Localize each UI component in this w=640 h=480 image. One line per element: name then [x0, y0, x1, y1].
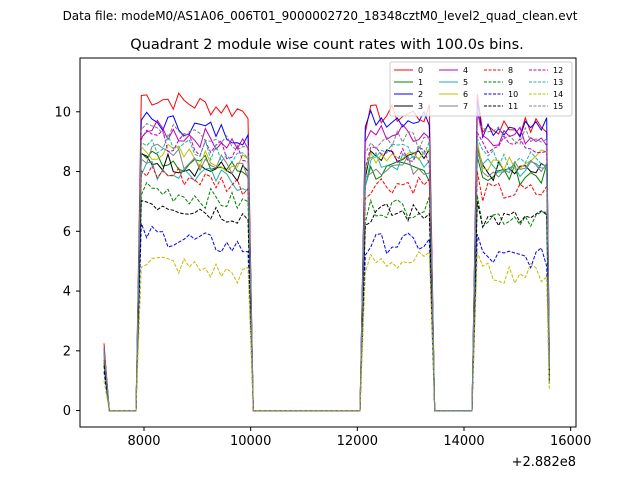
- series-line-7: [103, 143, 550, 412]
- series-line-8: [103, 164, 550, 412]
- legend-label: 11: [508, 102, 518, 111]
- legend-label: 7: [463, 102, 468, 111]
- legend-frame: [389, 61, 573, 117]
- y-tick-label: 4: [63, 285, 71, 300]
- series-line-1: [103, 150, 550, 412]
- series-line-6: [103, 141, 550, 412]
- legend-label: 13: [553, 78, 563, 87]
- series-layer: [103, 92, 550, 412]
- legend-label: 15: [553, 102, 563, 111]
- series-line-15: [103, 122, 550, 412]
- legend-label: 9: [508, 78, 513, 87]
- legend-label: 8: [508, 66, 513, 75]
- series-line-0: [103, 92, 550, 412]
- x-offset-label: +2.882e8: [512, 455, 576, 470]
- series-line-10: [103, 223, 550, 412]
- x-tick-label: 16000: [550, 434, 591, 449]
- series-line-3: [103, 147, 550, 412]
- x-tick-label: 8000: [127, 434, 160, 449]
- legend-label: 14: [553, 90, 563, 99]
- x-tick-label: 10000: [230, 434, 271, 449]
- x-tick-label: 14000: [443, 434, 484, 449]
- axis-ticks: 8000 10000 12000 14000 16000 0 2 4 6 8 10: [54, 105, 591, 449]
- y-tick-label: 10: [54, 105, 71, 120]
- legend-label: 5: [463, 78, 468, 87]
- y-tick-label: 0: [63, 404, 71, 419]
- y-tick-label: 2: [63, 344, 71, 359]
- legend-label: 2: [418, 90, 423, 99]
- y-tick-label: 8: [63, 165, 71, 180]
- x-tick-label: 12000: [337, 434, 378, 449]
- chart-title: Quadrant 2 module wise count rates with …: [130, 37, 524, 53]
- series-line-14: [103, 251, 550, 412]
- plot-frame: [79, 57, 577, 428]
- legend-label: 0: [418, 66, 423, 75]
- legend-label: 6: [463, 90, 468, 99]
- legend-label: 12: [553, 66, 563, 75]
- legend-label: 3: [418, 102, 423, 111]
- series-line-9: [103, 181, 550, 412]
- y-tick-label: 6: [63, 225, 71, 240]
- legend-label: 1: [418, 78, 423, 87]
- chart-suptitle: Data file: modeM0/AS1A06_006T01_90000027…: [63, 9, 578, 23]
- series-line-11: [103, 199, 550, 412]
- legend-label: 4: [463, 66, 468, 75]
- series-line-4: [103, 111, 550, 412]
- series-line-5: [103, 151, 550, 412]
- legend-label: 10: [508, 90, 518, 99]
